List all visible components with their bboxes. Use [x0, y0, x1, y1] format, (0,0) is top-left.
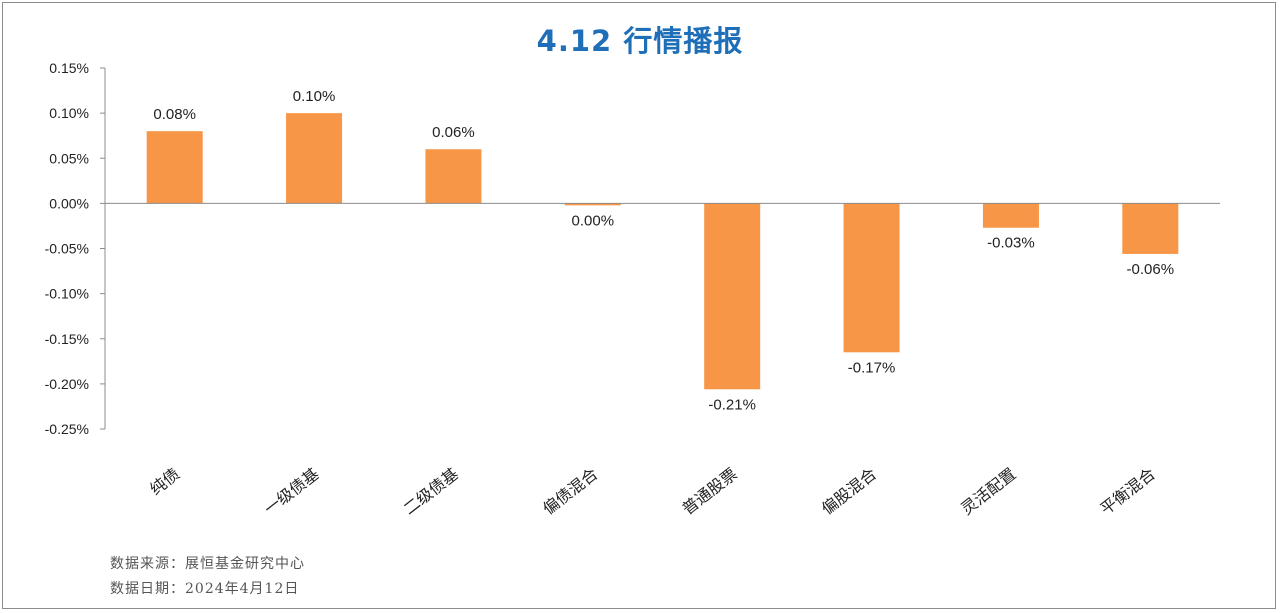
- chart-title: 4.12 行情播报: [536, 24, 744, 58]
- data-date-note: 数据日期：2024年4月12日: [110, 581, 300, 597]
- data-label: 0.06%: [432, 124, 475, 141]
- y-tick-label: 0.00%: [49, 195, 89, 211]
- bar: [982, 203, 1039, 228]
- category-label: 灵活配置: [957, 464, 1019, 518]
- data-label: 0.08%: [153, 106, 196, 123]
- y-tick-label: 0.10%: [49, 105, 89, 121]
- y-tick-label: -0.20%: [45, 376, 89, 392]
- bar: [286, 113, 343, 204]
- data-label: 0.00%: [572, 212, 615, 229]
- y-tick-label: 0.15%: [49, 60, 89, 76]
- bar: [564, 203, 621, 206]
- y-tick-label: -0.25%: [45, 421, 89, 437]
- category-label: 二级债基: [400, 464, 462, 518]
- data-label: -0.06%: [1127, 261, 1175, 278]
- category-label: 纯债: [146, 464, 183, 499]
- category-label: 偏股混合: [818, 464, 880, 518]
- category-label: 平衡混合: [1097, 464, 1159, 518]
- bar: [704, 203, 761, 390]
- data-label: -0.03%: [987, 235, 1035, 252]
- bar: [843, 203, 900, 353]
- y-tick-label: -0.05%: [45, 241, 89, 257]
- y-tick-label: -0.10%: [45, 286, 89, 302]
- category-label: 普通股票: [679, 464, 741, 518]
- data-label: -0.17%: [848, 359, 896, 376]
- data-label: 0.10%: [293, 88, 336, 105]
- y-tick-label: -0.15%: [45, 331, 89, 347]
- data-source-note: 数据来源：展恒基金研究中心: [110, 556, 305, 572]
- category-label: 偏债混合: [539, 464, 601, 518]
- category-label: 一级债基: [260, 464, 322, 518]
- y-tick-label: 0.05%: [49, 150, 89, 166]
- bar: [1122, 203, 1179, 254]
- data-label: -0.21%: [708, 396, 756, 413]
- bar: [425, 149, 482, 204]
- bar: [146, 131, 203, 204]
